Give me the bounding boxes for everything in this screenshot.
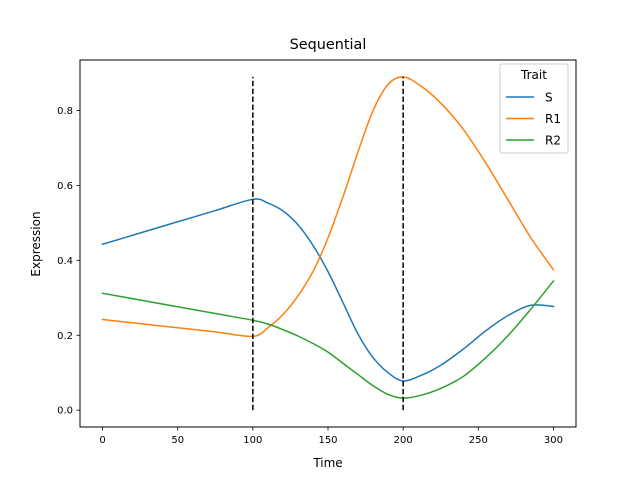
series-line-r2 [101,279,555,399]
reference-lines [252,76,404,411]
x-tick-label: 150 [318,435,337,446]
y-tick-label: 0.6 [57,181,73,192]
x-tick-label: 300 [544,435,563,446]
y-tick-label: 0.4 [57,256,73,267]
series-line-s [101,198,555,382]
chart-title: Sequential [290,37,367,53]
legend: Trait S R1 R2 [499,63,569,154]
y-tick-label: 0.2 [57,331,73,342]
y-tick-label: 0.8 [57,106,73,117]
series-line-r1 [101,76,555,338]
legend-title: Trait [520,68,547,82]
legend-box [499,63,569,154]
x-tick-label: 50 [171,435,184,446]
x-tick-label: 200 [394,435,413,446]
y-axis-label: Expression [29,211,43,276]
legend-label-r1: R1 [545,112,561,126]
legend-label-r2: R2 [545,133,561,147]
x-tick-label: 0 [99,435,105,446]
x-tick-label: 100 [243,435,262,446]
y-axis-ticks: 0.0 0.2 0.4 0.6 0.8 [57,106,80,417]
y-tick-label: 0.0 [57,406,73,417]
x-axis-label: Time [312,456,342,470]
legend-label-s: S [545,90,553,104]
x-tick-label: 250 [469,435,488,446]
plot-lines [101,76,555,399]
x-axis-ticks: 0 50 100 150 200 250 300 [99,427,563,446]
